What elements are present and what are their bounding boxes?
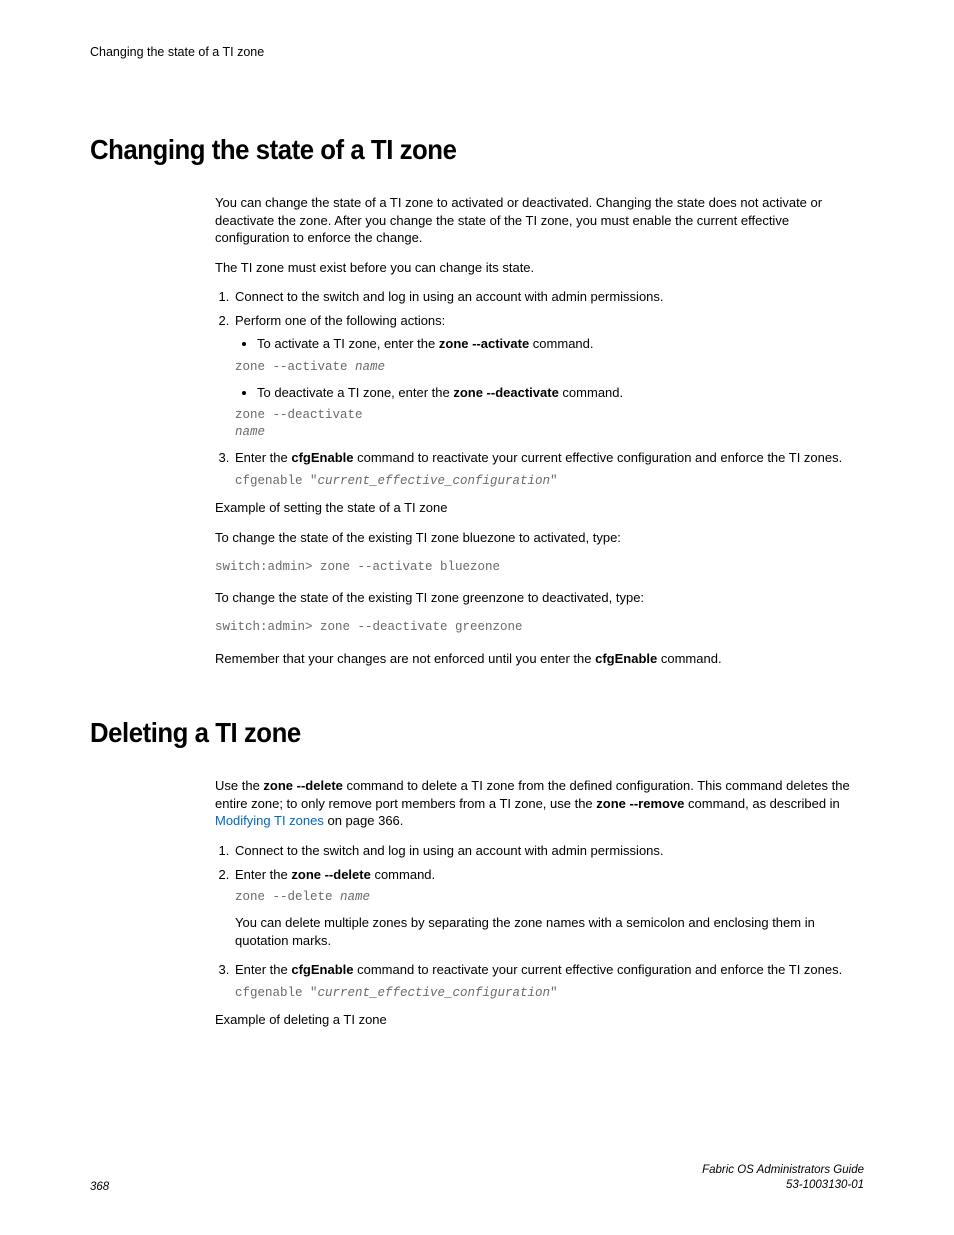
s1-s2-code1-b: name [355,360,385,374]
section2-ex-heading: Example of deleting a TI zone [215,1011,864,1029]
s1-s2-code1-a: zone --activate [235,360,355,374]
s2-intro-link[interactable]: Modifying TI zones [215,813,324,828]
section1-s3-code: cfgenable "current_effective_configurati… [235,473,864,490]
section1-ex-p1: To change the state of the existing TI z… [215,529,864,547]
section1-step3: Enter the cfgEnable command to reactivat… [233,449,864,489]
section1-ex-p3: Remember that your changes are not enfor… [215,650,864,668]
s1-exp3-a: Remember that your changes are not enfor… [215,651,595,666]
section1-intro1: You can change the state of a TI zone to… [215,194,864,247]
section2-s2-code: zone --delete name [235,889,864,906]
s1-s2-b1-cmd: zone --activate [439,336,529,351]
section1-title: Changing the state of a TI zone [90,134,802,166]
s1-step3-cmd: cfgEnable [291,450,353,465]
section1-intro2: The TI zone must exist before you can ch… [215,259,864,277]
s2-intro-a: Use the [215,778,263,793]
section1-body: You can change the state of a TI zone to… [215,194,864,667]
s2-intro-d: on page 366. [324,813,404,828]
section1-s2-b1: To activate a TI zone, enter the zone --… [257,335,864,353]
s2-step3-a: Enter the [235,962,291,977]
section1-steps: Connect to the switch and log in using a… [215,288,864,489]
section1-step2: Perform one of the following actions: To… [233,312,864,441]
s1-s3-code-b: current_effective_configuration [318,474,551,488]
s1-s2-code2-a: zone --deactivate [235,408,363,422]
s1-s2-b2-c: command. [559,385,623,400]
s1-s2-b2-a: To deactivate a TI zone, enter the [257,385,453,400]
s2-s2-code-b: name [340,890,370,904]
s2-step2-cmd: zone --delete [291,867,370,882]
s2-s3-code-b: current_effective_configuration [318,986,551,1000]
s1-s2-b2-cmd: zone --deactivate [453,385,558,400]
s2-step2-b: command. [371,867,435,882]
page: Changing the state of a TI zone Changing… [0,0,954,1235]
s1-exp3-cmd: cfgEnable [595,651,657,666]
footer-docid: 53-1003130-01 [702,1178,864,1193]
section2-steps: Connect to the switch and log in using a… [215,842,864,1001]
spacer [90,679,864,717]
section2-s2-note: You can delete multiple zones by separat… [235,914,864,949]
footer-right: Fabric OS Administrators Guide 53-100313… [702,1163,864,1193]
section1-ex-heading: Example of setting the state of a TI zon… [215,499,864,517]
s2-intro-c: command, as described in [684,796,839,811]
section1-step2-bullets2: To deactivate a TI zone, enter the zone … [235,384,864,402]
section1-s2-code2: zone --deactivate name [235,407,864,441]
s2-s3-code-a: cfgenable " [235,986,318,1000]
s1-s2-code2-b: name [235,425,265,439]
section2-step3: Enter the cfgEnable command to reactivat… [233,961,864,1001]
s1-step3-a: Enter the [235,450,291,465]
section1-s2-b2: To deactivate a TI zone, enter the zone … [257,384,864,402]
section1-step2-bullets: To activate a TI zone, enter the zone --… [235,335,864,353]
section2-intro: Use the zone --delete command to delete … [215,777,864,830]
s2-step3-cmd: cfgEnable [291,962,353,977]
s1-s2-b1-a: To activate a TI zone, enter the [257,336,439,351]
section2-body: Use the zone --delete command to delete … [215,777,864,1029]
section2-s3-code: cfgenable "current_effective_configurati… [235,985,864,1002]
s1-exp3-b: command. [657,651,721,666]
s1-s3-code-c: " [550,474,558,488]
section2-step2: Enter the zone --delete command. zone --… [233,866,864,950]
section2-step1: Connect to the switch and log in using a… [233,842,864,860]
footer-page: 368 [90,1181,109,1193]
section1-s2-code1: zone --activate name [235,359,864,376]
s2-intro-cmd1: zone --delete [263,778,342,793]
s2-step3-b: command to reactivate your current effec… [354,962,843,977]
section2-title: Deleting a TI zone [90,717,802,749]
footer-title: Fabric OS Administrators Guide [702,1163,864,1178]
s2-s2-code-a: zone --delete [235,890,340,904]
s2-intro-cmd2: zone --remove [596,796,684,811]
s1-s3-code-a: cfgenable " [235,474,318,488]
s2-step2-a: Enter the [235,867,291,882]
section1-ex-code1: switch:admin> zone --activate bluezone [215,559,864,576]
s1-step3-b: command to reactivate your current effec… [354,450,843,465]
s1-s2-b1-c: command. [529,336,593,351]
section1-ex-code2: switch:admin> zone --deactivate greenzon… [215,619,864,636]
section1-step1: Connect to the switch and log in using a… [233,288,864,306]
section1-ex-p2: To change the state of the existing TI z… [215,589,864,607]
running-head: Changing the state of a TI zone [90,45,864,59]
section1-step2-text: Perform one of the following actions: [235,313,445,328]
footer: 368 Fabric OS Administrators Guide 53-10… [90,1163,864,1193]
s2-s3-code-c: " [550,986,558,1000]
